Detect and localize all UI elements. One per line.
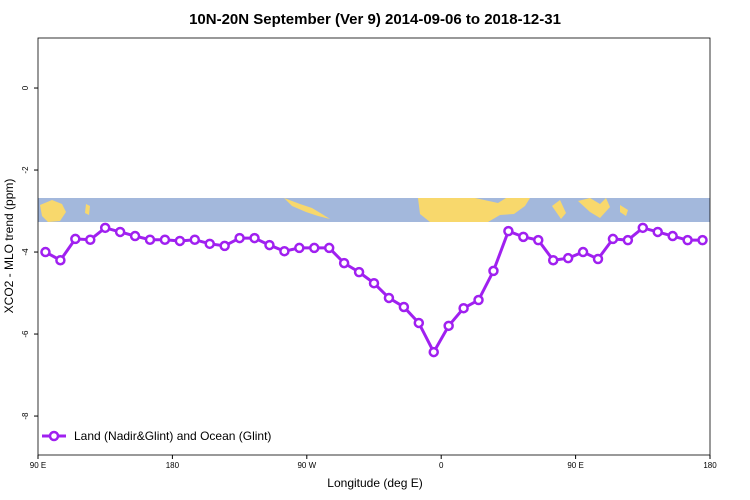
data-point — [607, 233, 619, 245]
legend: Land (Nadir&Glint) and Ocean (Glint) — [42, 429, 271, 443]
y-tick-label: -8 — [21, 412, 30, 420]
x-tick-label: 180 — [166, 461, 180, 470]
data-point — [159, 234, 171, 245]
data-point — [40, 246, 51, 258]
y-tick-label: -2 — [21, 166, 30, 174]
data-point — [129, 230, 141, 242]
chart-title: 10N-20N September (Ver 9) 2014-09-06 to … — [189, 11, 561, 28]
data-point — [294, 242, 305, 254]
data-point — [577, 246, 589, 258]
data-point — [398, 301, 410, 313]
data-point — [547, 254, 559, 266]
data-point — [383, 292, 395, 304]
data-point — [264, 239, 275, 251]
data-point — [443, 320, 454, 332]
data-point — [368, 277, 380, 289]
data-point — [413, 317, 425, 329]
y-tick-label: -4 — [21, 248, 30, 256]
data-point — [637, 222, 649, 234]
map-strip — [38, 198, 710, 222]
data-point — [667, 230, 678, 242]
data-point — [353, 266, 365, 278]
x-tick-label: 90 E — [567, 461, 583, 470]
data-point — [144, 234, 156, 245]
data-point — [70, 233, 81, 245]
data-point — [99, 222, 111, 234]
x-tick-label: 90 E — [30, 461, 46, 470]
y-axis-label: XCO2 - MLO trend (ppm) — [2, 179, 16, 314]
y-tick-label: 0 — [21, 85, 30, 90]
data-point — [85, 234, 96, 245]
y-tick-label: -6 — [21, 330, 30, 338]
data-point — [219, 240, 230, 252]
data-point — [622, 234, 634, 246]
data-point — [533, 234, 544, 246]
x-tick-label: 180 — [703, 461, 717, 470]
data-point — [323, 242, 335, 254]
data-point — [174, 235, 186, 247]
data-point — [473, 294, 484, 306]
data-point — [234, 232, 245, 244]
x-tick-label: 90 W — [297, 461, 316, 470]
data-point — [338, 257, 350, 269]
data-point — [428, 346, 439, 358]
data-point — [562, 252, 574, 264]
x-tick-label: 0 — [439, 461, 444, 470]
data-point — [592, 253, 604, 265]
legend-label: Land (Nadir&Glint) and Ocean (Glint) — [74, 429, 271, 443]
data-point — [189, 234, 201, 245]
plot-frame — [37, 37, 711, 456]
data-point — [652, 226, 663, 238]
data-point — [697, 234, 708, 246]
data-point — [488, 265, 499, 277]
data-line — [44, 226, 703, 356]
data-point — [204, 238, 215, 250]
data-point — [249, 232, 260, 244]
data-point — [114, 226, 126, 238]
data-point — [309, 242, 320, 254]
x-axis-label: Longitude (deg E) — [327, 476, 422, 490]
data-point — [518, 231, 529, 243]
data-point — [458, 302, 469, 314]
data-point — [279, 245, 290, 257]
data-point — [503, 225, 514, 237]
data-point — [682, 234, 693, 246]
data-point — [55, 254, 66, 266]
